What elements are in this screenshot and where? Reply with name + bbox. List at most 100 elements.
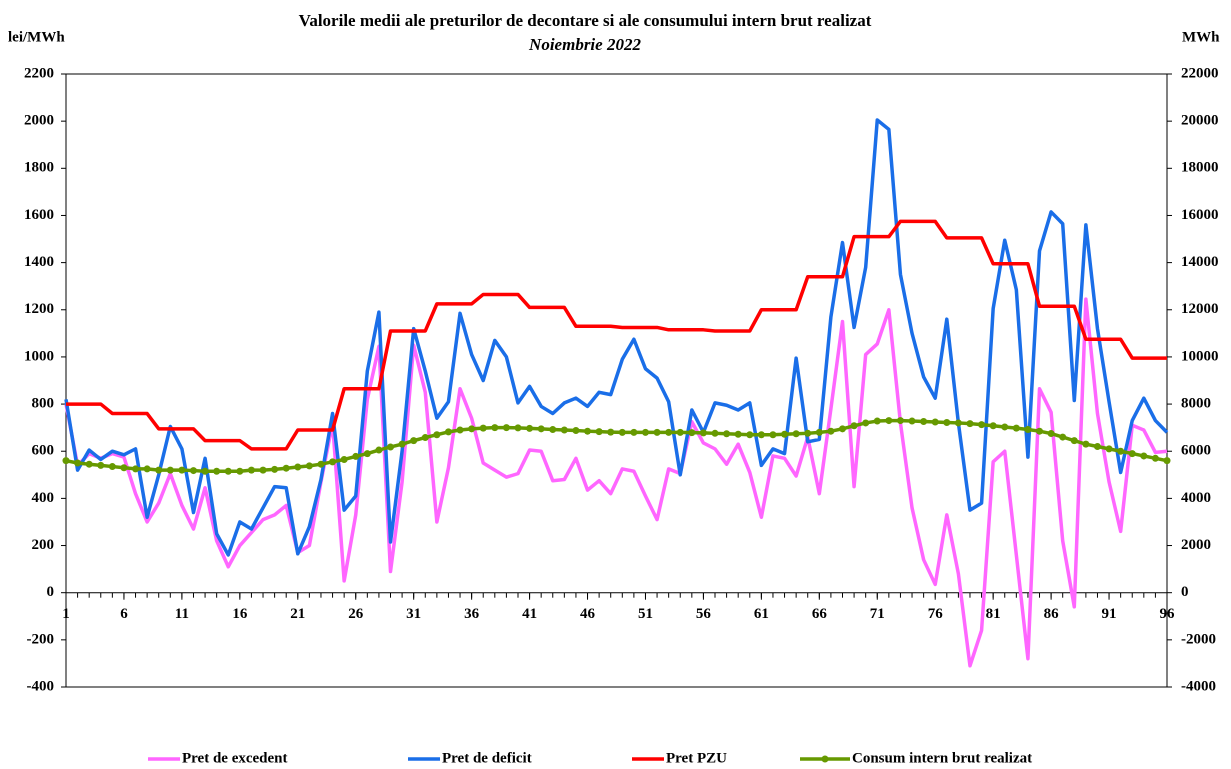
series-marker xyxy=(537,425,545,433)
series-marker xyxy=(618,428,626,436)
x-tick-label: 21 xyxy=(290,606,305,622)
legend-label: Pret de excedent xyxy=(182,750,288,766)
series-marker xyxy=(676,428,684,436)
series-marker xyxy=(665,428,673,436)
series-marker xyxy=(1151,454,1159,462)
series-line xyxy=(64,118,1169,557)
series-marker xyxy=(329,458,337,466)
y-tick-label: 0 xyxy=(47,584,55,600)
series-marker xyxy=(468,425,476,433)
y-tick-label: 1400 xyxy=(24,254,54,270)
series-marker xyxy=(549,426,557,434)
y-tick-label: 1800 xyxy=(24,160,54,176)
series-marker xyxy=(989,422,997,430)
y-tick-label: 1000 xyxy=(24,348,54,364)
series-marker xyxy=(688,429,696,437)
series-marker xyxy=(1082,440,1090,448)
series-marker xyxy=(1093,443,1101,451)
y-tick-label: 1600 xyxy=(24,207,54,223)
series-marker xyxy=(224,467,232,475)
series-marker xyxy=(74,459,82,467)
y2-tick-label: 18000 xyxy=(1181,160,1219,176)
series-marker xyxy=(641,428,649,436)
series-marker xyxy=(189,467,197,475)
x-tick-label: 31 xyxy=(406,606,421,622)
series-marker xyxy=(1117,447,1125,455)
series-marker xyxy=(1047,430,1055,438)
legend-label: Pret PZU xyxy=(666,750,727,766)
series-marker xyxy=(433,431,441,439)
legend-marker xyxy=(821,755,829,763)
series-marker xyxy=(398,440,406,448)
series-marker xyxy=(943,418,951,426)
series-marker xyxy=(62,457,70,465)
y-tick-label: 400 xyxy=(32,490,55,506)
series-marker xyxy=(711,429,719,437)
series-marker xyxy=(421,434,429,442)
y-tick-label: -400 xyxy=(27,678,55,694)
series-marker xyxy=(1163,457,1171,465)
y2-tick-label: 0 xyxy=(1181,584,1189,600)
series-line xyxy=(66,219,1167,451)
series-marker xyxy=(491,424,499,432)
series-marker xyxy=(954,419,962,427)
series-marker xyxy=(630,428,638,436)
series-marker xyxy=(271,465,279,473)
series-marker xyxy=(746,431,754,439)
y-tick-label: -200 xyxy=(27,631,55,647)
series-line xyxy=(64,297,1168,668)
plot-frame xyxy=(65,73,1168,688)
series-marker xyxy=(931,418,939,426)
series-marker xyxy=(213,467,221,475)
series-marker xyxy=(305,462,313,470)
series-marker xyxy=(584,427,592,435)
x-tick-label: 81 xyxy=(986,606,1001,622)
chart-title: Valorile medii ale preturilor de deconta… xyxy=(299,11,872,30)
series-marker xyxy=(595,428,603,436)
series-marker xyxy=(178,466,186,474)
series-marker xyxy=(908,417,916,425)
series-marker xyxy=(723,430,731,438)
y2-tick-label: 10000 xyxy=(1181,348,1219,364)
series-marker xyxy=(792,430,800,438)
y2-axis-label: MWh xyxy=(1182,29,1220,45)
series-marker xyxy=(850,422,858,430)
series-marker xyxy=(896,417,904,425)
series-marker xyxy=(1105,445,1113,453)
series-marker xyxy=(815,428,823,436)
y2-tick-label: 20000 xyxy=(1181,113,1219,129)
y2-tick-label: 8000 xyxy=(1181,396,1211,412)
x-tick-label: 86 xyxy=(1044,606,1060,622)
y2-tick-label: -4000 xyxy=(1181,678,1216,694)
series-marker xyxy=(502,424,510,432)
series-marker xyxy=(1070,437,1078,445)
series-marker xyxy=(1036,427,1044,435)
series-marker xyxy=(873,417,881,425)
x-tick-label: 36 xyxy=(464,606,480,622)
series-marker xyxy=(781,430,789,438)
x-tick-label: 96 xyxy=(1160,606,1176,622)
series-marker xyxy=(97,461,105,469)
series-marker xyxy=(920,418,928,426)
chart-subtitle: Noiembrie 2022 xyxy=(528,35,641,54)
series-marker xyxy=(375,446,383,454)
y-tick-label: 800 xyxy=(32,396,55,412)
series-marker xyxy=(514,424,522,432)
x-tick-label: 76 xyxy=(928,606,944,622)
series-marker xyxy=(1140,452,1148,460)
series-marker xyxy=(885,417,893,425)
series-marker xyxy=(143,465,151,473)
series-marker xyxy=(282,464,290,472)
y2-tick-label: 2000 xyxy=(1181,537,1211,553)
x-tick-label: 1 xyxy=(62,606,70,622)
series-marker xyxy=(1001,423,1009,431)
series-marker xyxy=(340,455,348,463)
series-marker xyxy=(862,419,870,427)
y-tick-label: 2000 xyxy=(24,113,54,129)
series-marker xyxy=(456,426,464,434)
series-marker xyxy=(757,431,765,439)
y-tick-label: 600 xyxy=(32,443,55,459)
series-marker xyxy=(769,431,777,439)
series-marker xyxy=(387,443,395,451)
